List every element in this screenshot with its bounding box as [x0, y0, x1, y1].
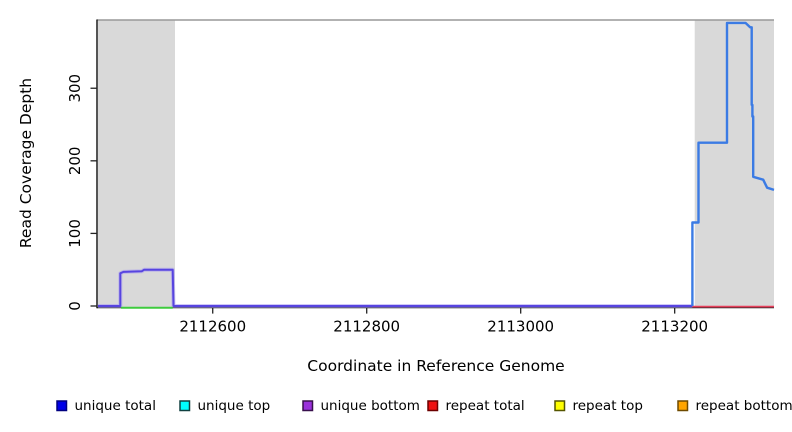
- legend-label-repeat-bottom: repeat bottom: [696, 398, 792, 414]
- y-tick-label: 0: [66, 301, 84, 311]
- x-tick-label: 2113200: [641, 318, 708, 336]
- y-axis-title: Read Coverage Depth: [17, 78, 35, 248]
- legend-label-repeat-top: repeat top: [573, 398, 643, 414]
- legend-label-unique-top: unique top: [198, 398, 271, 414]
- x-tick-label: 2113000: [487, 318, 554, 336]
- legend-label-unique-bottom: unique bottom: [321, 398, 420, 414]
- highlight-band-left: [98, 20, 175, 308]
- legend-label-repeat-total: repeat total: [446, 398, 525, 414]
- y-tick-label: 100: [66, 219, 84, 248]
- x-tick-label: 2112800: [333, 318, 400, 336]
- legend-swatch-unique-total: [56, 400, 68, 412]
- x-axis-title: Coordinate in Reference Genome: [307, 357, 564, 375]
- unique-coverage-line: [98, 268, 693, 307]
- highlight-band-right: [694, 20, 774, 308]
- legend-swatch-repeat-bottom: [677, 400, 689, 412]
- legend-swatch-repeat-top: [554, 400, 566, 412]
- unique-coverage-line-halo: [98, 267, 693, 308]
- legend-swatch-unique-top: [179, 400, 191, 412]
- y-tick-label: 200: [66, 147, 84, 176]
- x-tick-label: 2112600: [179, 318, 246, 336]
- legend-swatch-repeat-total: [427, 400, 439, 412]
- peak-coverage-line: [691, 21, 775, 306]
- legend-label-unique-total: unique total: [75, 398, 156, 414]
- legend-swatch-unique-bottom: [302, 400, 314, 412]
- chart-layers: 2112600 2112800 2113000 2113200 0 100 200 300 un…: [56, 19, 792, 414]
- y-tick-label: 300: [66, 74, 84, 103]
